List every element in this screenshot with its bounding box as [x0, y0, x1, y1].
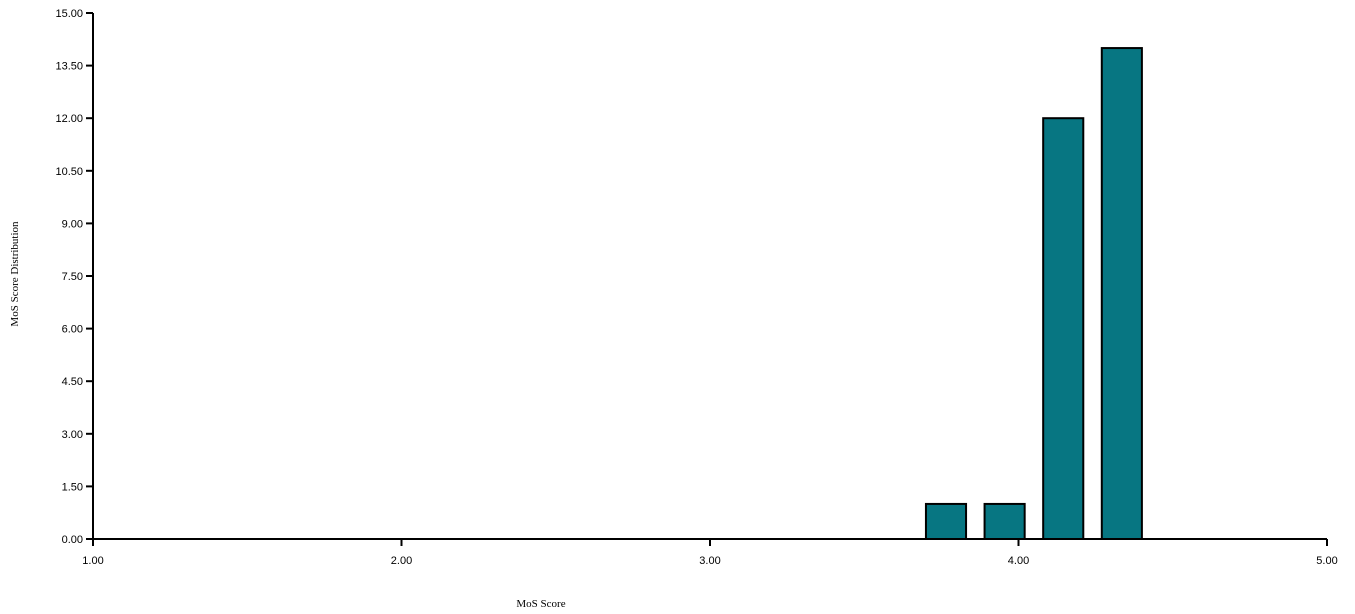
x-tick-label: 2.00: [391, 555, 412, 567]
bar: [924, 502, 968, 540]
bar: [983, 502, 1026, 540]
x-axis-title: MoS Score: [516, 598, 565, 610]
y-axis-title: MoS Score Distribution: [9, 221, 21, 327]
y-tick-label: 10.50: [55, 166, 83, 178]
y-tick-label: 13.50: [55, 61, 83, 73]
y-tick-label: 9.00: [62, 218, 83, 230]
y-tick-label: 7.50: [62, 271, 83, 283]
bars: [924, 47, 1143, 540]
y-tick-label: 3.00: [62, 429, 83, 441]
y-tick-label: 1.50: [62, 481, 83, 493]
x-tick-label: 1.00: [82, 555, 103, 567]
y-axis: 0.00 1.50 3.00 4.50 6.00 7.50 9.00 10.50 12.00 13…: [55, 8, 94, 546]
x-axis: 1.00 2.00 3.00 4.00 5.00: [82, 538, 1338, 567]
bar: [1042, 117, 1085, 540]
x-tick-label: 5.00: [1316, 555, 1337, 567]
bar: [1100, 47, 1143, 540]
y-tick-label: 15.00: [55, 8, 83, 20]
x-tick-label: 3.00: [699, 555, 720, 567]
x-tick-label: 4.00: [1008, 555, 1029, 567]
y-tick-label: 12.00: [55, 113, 83, 125]
y-tick-label: 4.50: [62, 376, 83, 388]
y-tick-label: 6.00: [62, 324, 83, 336]
y-tick-label: 0.00: [62, 534, 83, 546]
